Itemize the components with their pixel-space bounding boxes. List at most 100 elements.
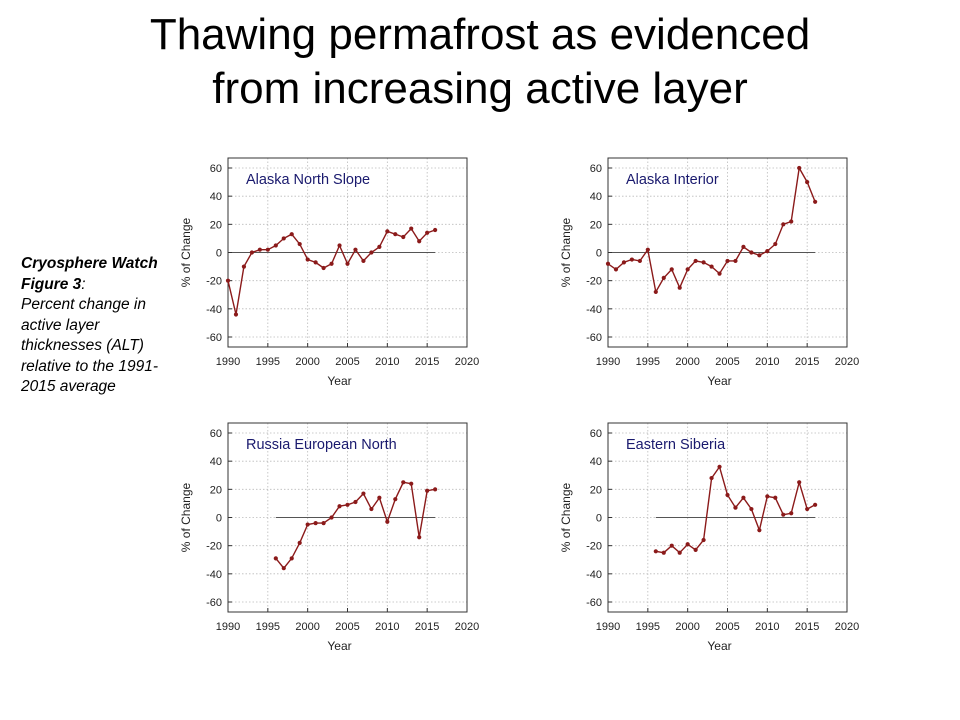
y-tick-label: -40 — [586, 569, 602, 581]
data-point — [773, 495, 778, 500]
data-point — [401, 234, 406, 240]
data-point — [313, 260, 318, 265]
data-point — [637, 258, 642, 264]
data-point — [701, 537, 706, 543]
data-point — [781, 512, 786, 517]
x-tick-label: 2000 — [295, 621, 319, 633]
x-tick-label: 2000 — [675, 621, 699, 633]
data-point — [393, 232, 398, 237]
x-tick-label: 2010 — [755, 356, 779, 368]
data-point — [797, 165, 802, 171]
data-point — [653, 549, 658, 554]
data-point — [709, 264, 714, 269]
data-point — [305, 257, 310, 262]
data-point — [677, 285, 682, 290]
data-point — [297, 540, 302, 545]
data-point — [605, 261, 611, 266]
y-tick-label: -20 — [586, 541, 602, 553]
data-point — [289, 556, 294, 561]
y-axis-label: % of Change — [179, 217, 193, 287]
x-tick-label: 2005 — [715, 621, 739, 633]
data-point — [393, 497, 398, 502]
x-tick-label: 1995 — [256, 356, 280, 368]
data-point — [233, 312, 239, 317]
y-axis-label: % of Change — [179, 482, 193, 552]
y-tick-label: 40 — [590, 191, 602, 203]
data-point — [321, 265, 326, 271]
x-tick-label: 1990 — [596, 621, 620, 633]
x-tick-label: 2020 — [455, 356, 479, 368]
data-point — [273, 556, 278, 561]
data-point — [385, 229, 390, 234]
y-tick-label: 60 — [590, 428, 602, 440]
data-point — [249, 250, 254, 255]
data-point — [717, 464, 722, 469]
y-tick-label: 0 — [216, 513, 222, 525]
x-axis-label: Year — [707, 639, 731, 653]
data-point — [709, 475, 714, 481]
y-tick-label: -60 — [206, 332, 222, 344]
chart-panel-1: 1990 1995 2000 2005 2010 2015 2020 60 40 20 0 -20 -4… — [179, 157, 479, 388]
x-tick-label: 1995 — [256, 621, 280, 633]
data-point — [353, 247, 358, 252]
data-point — [733, 505, 738, 510]
data-point — [661, 550, 666, 555]
data-point — [765, 494, 770, 499]
y-tick-label: 40 — [210, 191, 222, 203]
data-point — [717, 271, 722, 276]
x-axis-label: Year — [707, 374, 731, 388]
data-point — [425, 230, 430, 235]
data-point — [257, 247, 262, 252]
x-tick-label: 1990 — [216, 356, 240, 368]
data-point — [685, 542, 690, 547]
data-point — [425, 488, 430, 493]
data-point — [409, 226, 414, 231]
data-point — [281, 236, 286, 241]
x-tick-label: 1995 — [636, 621, 660, 633]
y-tick-label: -60 — [586, 332, 602, 344]
x-tick-label: 2020 — [455, 621, 479, 633]
y-tick-label: 20 — [590, 484, 602, 496]
data-point — [281, 566, 286, 571]
data-point — [225, 278, 231, 283]
data-point — [669, 267, 674, 272]
data-point — [377, 244, 382, 249]
data-point — [805, 179, 810, 185]
data-point — [329, 261, 334, 266]
y-axis-label: % of Change — [559, 482, 573, 552]
x-tick-label: 2015 — [795, 356, 819, 368]
data-point — [781, 222, 786, 227]
y-axis-label: % of Change — [559, 217, 573, 287]
x-tick-label: 2010 — [375, 621, 399, 633]
data-point — [401, 480, 406, 485]
data-point — [329, 515, 334, 520]
data-point — [621, 260, 627, 265]
y-tick-label: 20 — [210, 484, 222, 496]
data-point — [725, 258, 730, 264]
x-tick-label: 2000 — [675, 356, 699, 368]
data-point — [757, 528, 762, 533]
data-point — [241, 264, 247, 269]
y-tick-label: 60 — [590, 163, 602, 175]
x-axis-label: Year — [327, 374, 351, 388]
data-point — [669, 543, 674, 548]
data-point — [353, 499, 358, 505]
y-tick-label: 60 — [210, 428, 222, 440]
data-point — [369, 250, 374, 255]
x-tick-label: 2005 — [335, 621, 359, 633]
data-point — [345, 502, 350, 507]
y-tick-label: -40 — [206, 569, 222, 581]
data-point — [297, 241, 302, 247]
y-tick-label: 20 — [590, 219, 602, 231]
data-point — [725, 492, 730, 498]
x-tick-label: 1990 — [216, 621, 240, 633]
y-tick-label: 0 — [596, 248, 602, 260]
caption-source: Cryosphere Watch — [21, 255, 158, 272]
data-point — [749, 506, 754, 512]
x-tick-label: 2010 — [375, 356, 399, 368]
data-point — [813, 199, 818, 204]
y-tick-label: -60 — [586, 597, 602, 609]
x-axis-label: Year — [327, 639, 351, 653]
y-tick-label: -20 — [586, 276, 602, 288]
